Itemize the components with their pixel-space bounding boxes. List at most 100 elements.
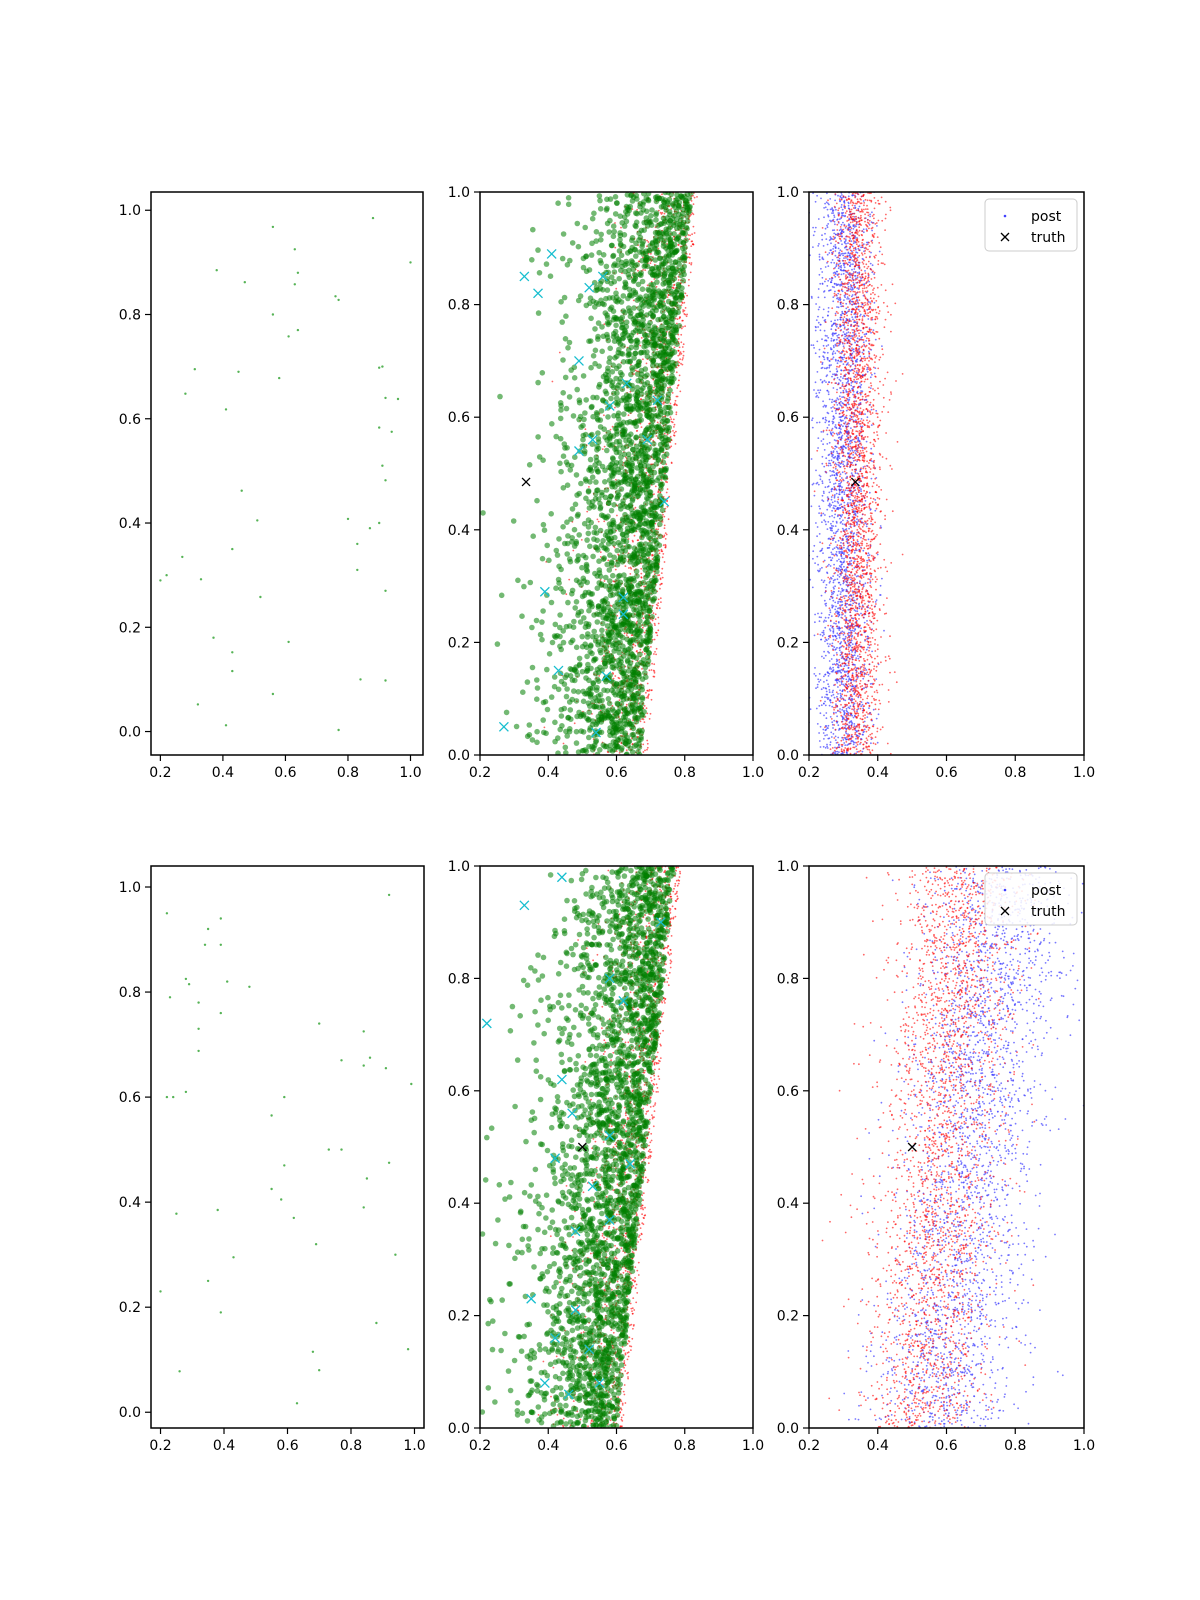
sample-point-green	[607, 747, 613, 753]
sample-point-green	[626, 335, 633, 341]
sample-point-green	[645, 558, 651, 564]
sample-point-green	[646, 627, 652, 633]
sample-point-green	[669, 277, 676, 284]
post-point	[852, 281, 855, 284]
sample-point-green	[638, 504, 645, 511]
sample-point-green	[644, 353, 651, 360]
sample-point-green	[610, 252, 617, 259]
sample-point-green	[571, 543, 578, 549]
cyan-x-marker	[587, 434, 598, 445]
sample-point-green	[659, 261, 665, 267]
sample-point	[381, 365, 384, 368]
sample-point-green	[618, 486, 625, 492]
sample-point	[256, 519, 259, 522]
sample-point-red	[646, 284, 649, 287]
sample-point-green	[608, 274, 615, 281]
y-tick-label: 0.8	[448, 298, 470, 314]
sample-point-red	[667, 518, 670, 521]
sample-point-green	[621, 572, 627, 578]
sample-point-red	[658, 607, 661, 610]
sample-point-red	[690, 262, 693, 264]
sample-point-red	[568, 578, 571, 581]
sample-point-green	[612, 211, 619, 217]
post-point	[823, 519, 826, 522]
sample-point-red	[646, 742, 649, 745]
post-point	[855, 533, 858, 536]
sample-point-green	[653, 558, 659, 565]
sample-point-green	[569, 677, 576, 683]
sample-point-green	[680, 277, 686, 284]
post-point	[869, 215, 871, 218]
sample-point-green	[639, 558, 645, 564]
sample-point-red	[663, 515, 666, 518]
sample-point-green	[594, 698, 600, 704]
sample-point	[271, 692, 275, 696]
sample-point-red	[674, 402, 676, 405]
sample-point-red	[682, 309, 684, 311]
sample-point-green	[601, 426, 607, 433]
sample-point-green	[606, 700, 613, 707]
sample-point-green	[627, 521, 633, 528]
sample-point-green	[599, 697, 605, 704]
sample-point-green	[614, 385, 620, 391]
sample-point-green	[630, 266, 636, 273]
sample-point-green	[617, 369, 624, 376]
sample-point-green	[560, 485, 567, 491]
sample-point-green	[644, 395, 651, 401]
sample-point-red	[603, 445, 606, 448]
sample-point-green	[594, 676, 601, 682]
sample-point-green	[535, 310, 542, 316]
post-point	[860, 277, 862, 280]
post-point	[836, 319, 839, 321]
sample-point-green	[619, 548, 625, 555]
x-tick-label: 1.0	[399, 765, 421, 781]
sample-point-red	[620, 226, 622, 229]
sample-point-red	[642, 718, 645, 721]
sample-point-green	[560, 231, 567, 237]
sample-point-green	[635, 690, 642, 696]
sample-point-red	[625, 634, 628, 636]
post-point	[856, 655, 859, 657]
sample-point-red	[679, 316, 681, 318]
sample-point-red	[660, 601, 662, 603]
sample-point-green	[654, 229, 661, 236]
post-point	[817, 218, 820, 220]
sample-point-red	[679, 390, 682, 393]
sample-point-green	[596, 496, 602, 502]
post-point	[840, 668, 843, 671]
sample-point-green	[642, 541, 649, 547]
sample-point-green	[584, 579, 590, 586]
x-tick-label: 0.8	[337, 765, 359, 781]
post-point	[873, 372, 876, 375]
post-point	[831, 591, 833, 594]
sample-point-green	[626, 308, 633, 314]
sample-point-green	[617, 230, 623, 236]
sample-point-green	[673, 266, 680, 272]
sample-point-green	[566, 394, 573, 400]
sample-point-green	[641, 192, 647, 197]
sample-point-green	[568, 516, 574, 522]
sample-point-green	[584, 667, 591, 674]
sample-point-red	[628, 567, 630, 569]
post-point	[849, 442, 852, 445]
sample-point-red	[654, 651, 656, 653]
cyan-x-marker	[601, 671, 612, 682]
sample-point-green	[593, 229, 600, 235]
sample-point-green	[625, 688, 631, 694]
sample-point-red	[678, 346, 681, 349]
sample-point-green	[588, 252, 595, 258]
post-point	[833, 262, 836, 264]
post-point	[843, 565, 845, 568]
sample-point-green	[534, 739, 540, 746]
sample-point-green	[615, 601, 622, 607]
sample-point	[334, 295, 337, 298]
subplot-row1-col1: 0.2 0.4 0.6 0.8 1.00.00.20.40.60.81.0	[119, 191, 424, 781]
sample-point-red	[573, 722, 576, 725]
sample-point-green	[668, 309, 674, 316]
sample-point-green	[571, 375, 578, 381]
sample-point-green	[602, 388, 609, 395]
sample-point-green	[633, 664, 640, 671]
sample-point-green	[628, 704, 635, 710]
sample-point-green	[608, 462, 614, 468]
post-point	[815, 522, 817, 524]
